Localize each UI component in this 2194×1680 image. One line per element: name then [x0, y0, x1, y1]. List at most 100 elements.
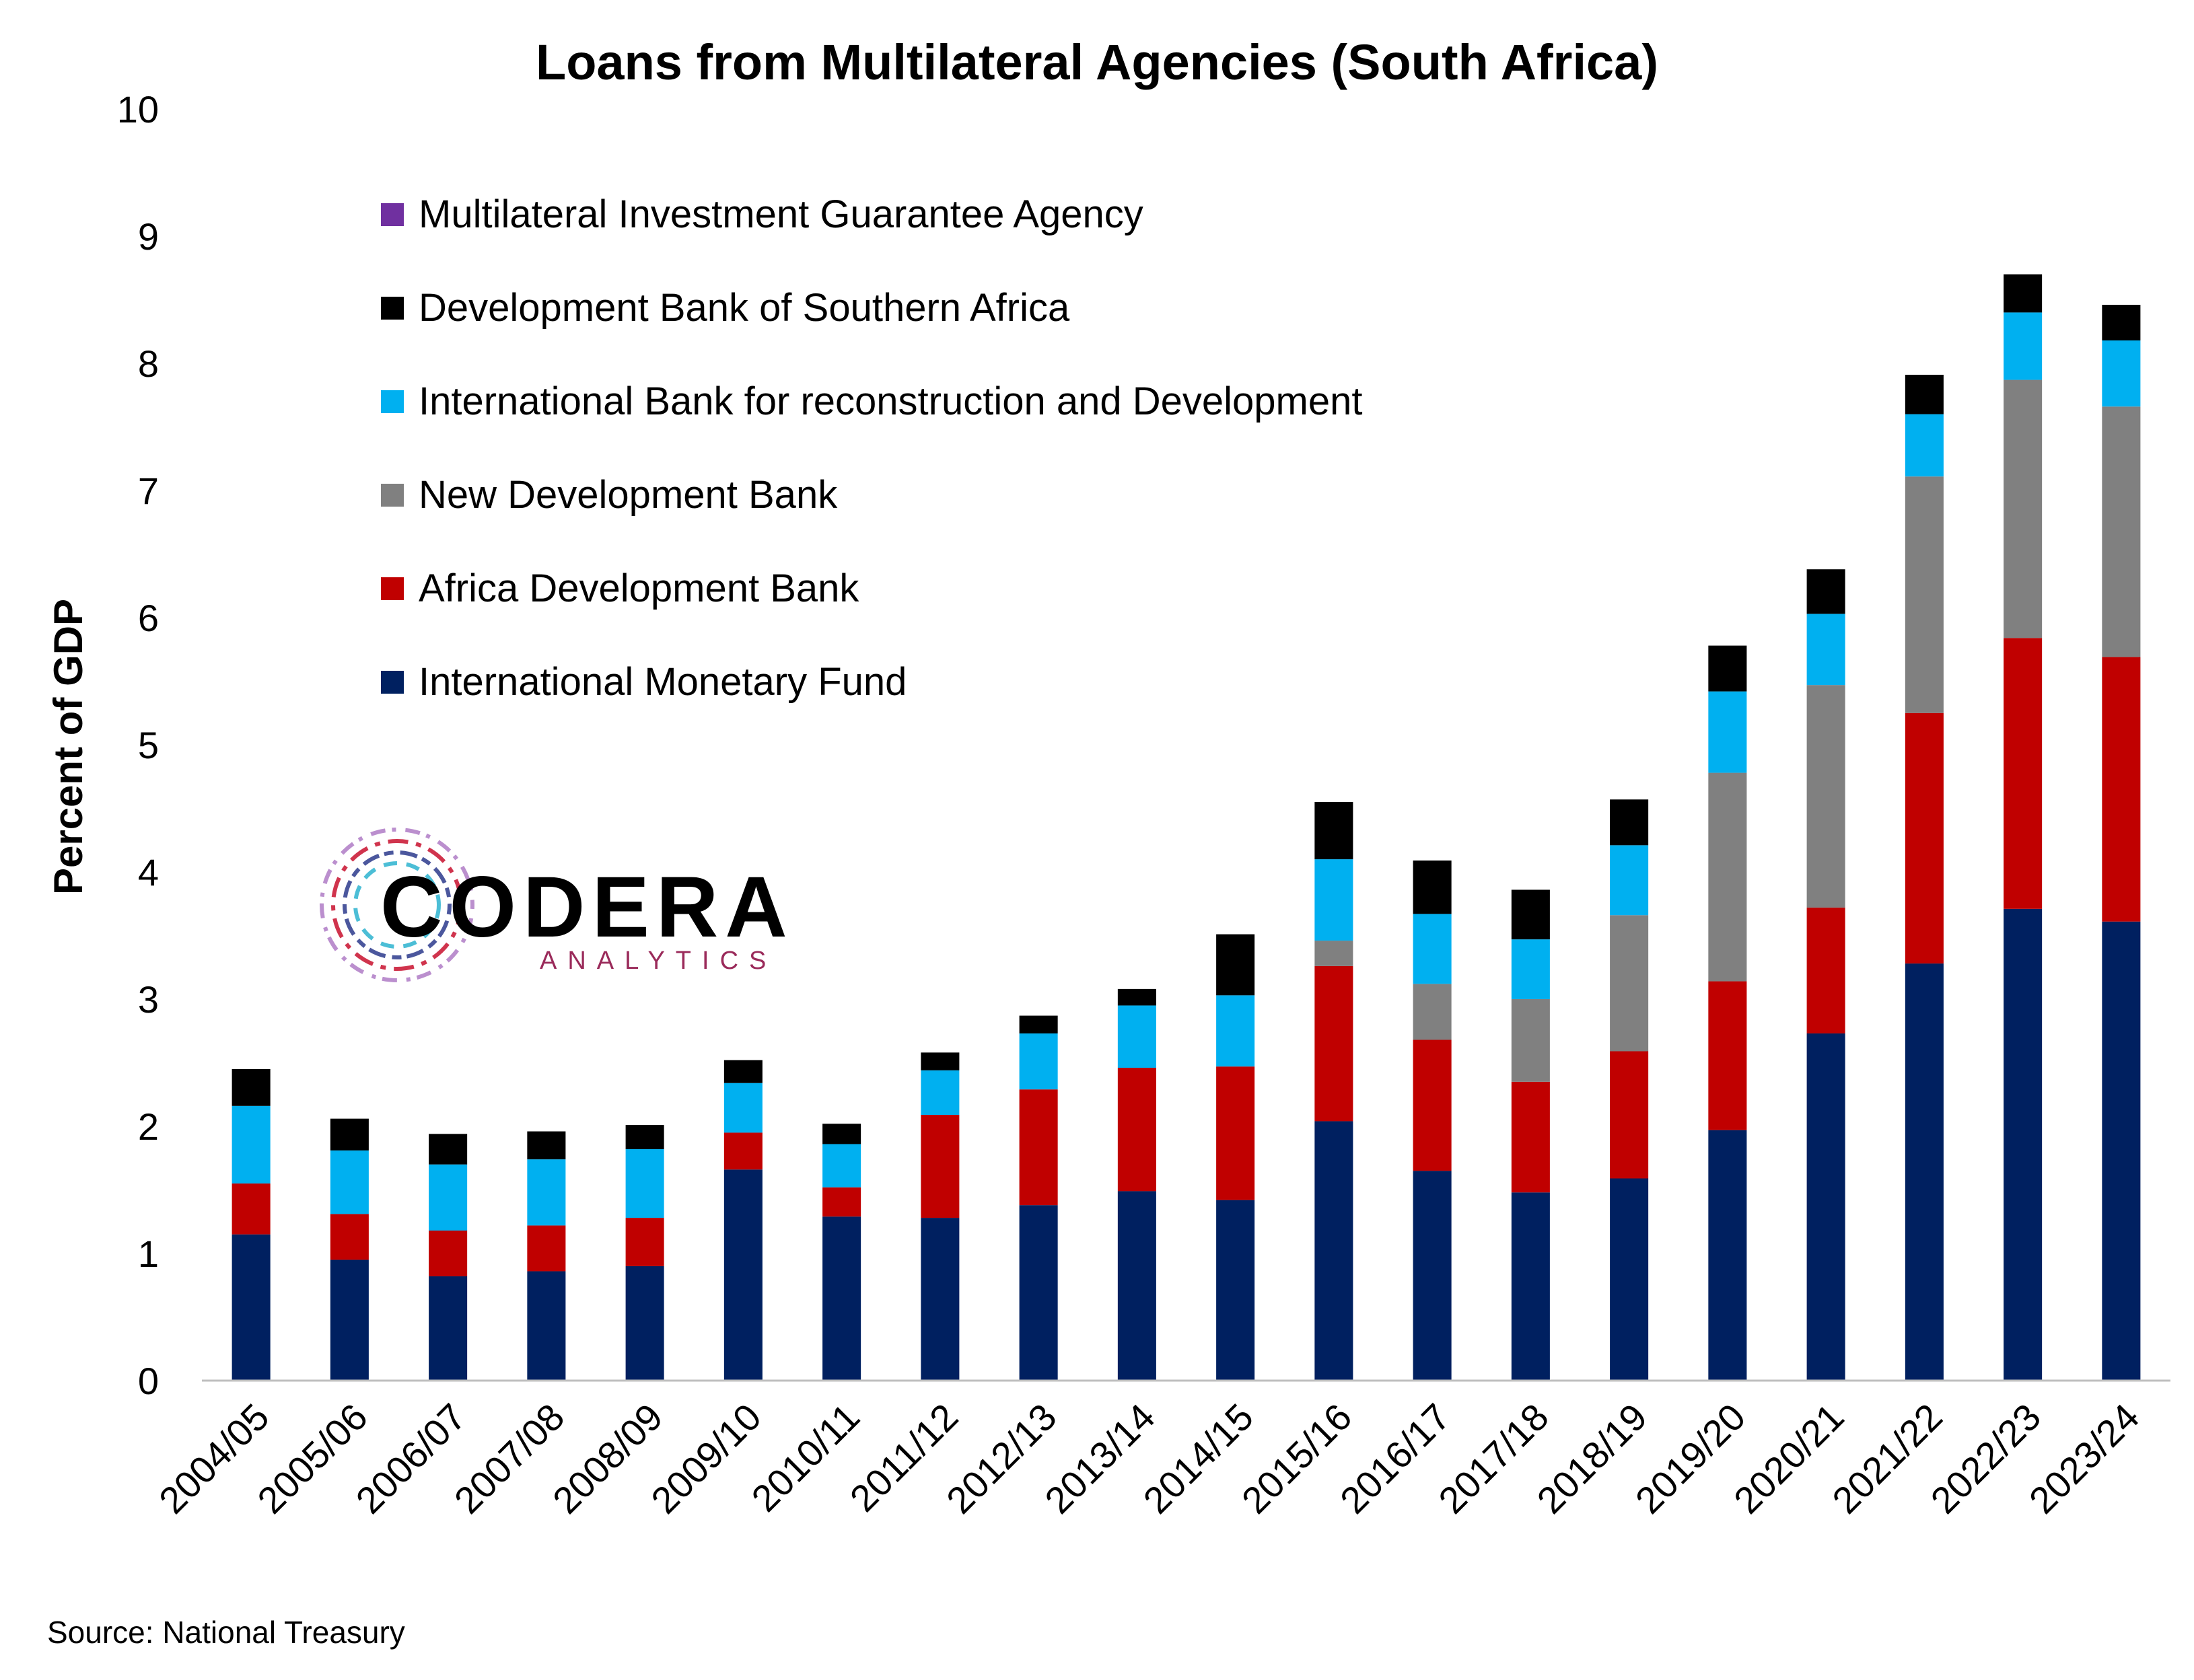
bar-segment-international-bank-for-reconstruction-and-development: [1019, 1033, 1058, 1090]
y-tick-label: 1: [138, 1233, 159, 1275]
bar-segment-africa-development-bank: [1019, 1089, 1058, 1206]
bar-segment-development-bank-of-southern-africa: [2004, 274, 2043, 313]
y-axis: 0 1 2 3 4 5 6 7 8 9 10: [117, 88, 159, 1402]
bar-segment-international-monetary-fund: [1511, 1192, 1550, 1381]
x-tick-label: 2014/15: [1135, 1395, 1261, 1522]
bar-segment-international-bank-for-reconstruction-and-development: [822, 1144, 861, 1188]
bar-segment-development-bank-of-southern-africa: [1708, 645, 1747, 692]
y-tick-label: 6: [138, 597, 159, 639]
bar-segment-development-bank-of-southern-africa: [625, 1125, 664, 1150]
x-tick-label: 2010/11: [743, 1395, 868, 1520]
y-tick-label: 0: [138, 1360, 159, 1402]
bar-segment-international-monetary-fund: [2004, 908, 2043, 1381]
bar-segment-international-bank-for-reconstruction-and-development: [1314, 859, 1353, 941]
bar-segment-international-bank-for-reconstruction-and-development: [1905, 414, 1944, 477]
x-tick-label: 2019/20: [1627, 1395, 1754, 1522]
bar-segment-new-development-bank: [2102, 406, 2141, 657]
bar-segment-africa-development-bank: [1117, 1068, 1156, 1192]
x-tick-label: 2007/08: [446, 1395, 573, 1522]
bar-segment-international-monetary-fund: [1905, 963, 1944, 1381]
legend: Multilateral Investment Guarantee Agency…: [381, 192, 1362, 704]
x-tick-label: 2008/09: [544, 1395, 671, 1522]
bar-segment-international-bank-for-reconstruction-and-development: [1117, 1005, 1156, 1068]
x-tick-label: 2017/18: [1430, 1395, 1557, 1522]
bar-segment-africa-development-bank: [1511, 1081, 1550, 1193]
bar-segment-africa-development-bank: [232, 1183, 271, 1235]
bar-segment-development-bank-of-southern-africa: [1511, 889, 1550, 940]
bar-segment-international-bank-for-reconstruction-and-development: [330, 1150, 369, 1214]
legend-label: International Bank for reconstruction an…: [419, 379, 1362, 423]
y-tick-label: 5: [138, 724, 159, 766]
bar-segment-new-development-bank: [1905, 476, 1944, 713]
bar-segment-development-bank-of-southern-africa: [822, 1124, 861, 1144]
bar-segment-international-bank-for-reconstruction-and-development: [1806, 614, 1845, 686]
y-tick-label: 10: [117, 88, 159, 131]
bar-segment-international-monetary-fund: [1314, 1121, 1353, 1381]
bar-segment-africa-development-bank: [822, 1187, 861, 1217]
x-tick-label: 2006/07: [347, 1395, 474, 1522]
bar-segment-international-monetary-fund: [1216, 1200, 1255, 1381]
bar-segment-development-bank-of-southern-africa: [1806, 569, 1845, 614]
legend-swatch: [381, 203, 404, 226]
y-tick-label: 4: [138, 851, 159, 893]
bar-segment-new-development-bank: [2004, 379, 2043, 638]
bar-segment-new-development-bank: [1413, 984, 1452, 1040]
bar-segment-development-bank-of-southern-africa: [1314, 802, 1353, 860]
bar-segment-international-monetary-fund: [527, 1271, 566, 1381]
legend-swatch: [381, 484, 404, 507]
bar-segment-development-bank-of-southern-africa: [921, 1052, 960, 1070]
bar-segment-international-bank-for-reconstruction-and-development: [1511, 939, 1550, 999]
y-tick-label: 2: [138, 1105, 159, 1148]
legend-label: Multilateral Investment Guarantee Agency: [419, 192, 1143, 236]
x-tick-label: 2022/23: [1922, 1395, 2049, 1522]
legend-label: International Monetary Fund: [419, 660, 907, 704]
bar-segment-africa-development-bank: [723, 1132, 763, 1170]
bar-segment-development-bank-of-southern-africa: [1019, 1015, 1058, 1034]
y-tick-label: 7: [138, 470, 159, 512]
bar-segment-development-bank-of-southern-africa: [1117, 988, 1156, 1006]
x-tick-label: 2004/05: [151, 1395, 277, 1522]
y-tick-label: 3: [138, 978, 159, 1021]
bar-segment-africa-development-bank: [330, 1214, 369, 1260]
x-tick-label: 2020/21: [1726, 1395, 1852, 1522]
bar-segment-development-bank-of-southern-africa: [429, 1134, 468, 1165]
x-tick-label: 2018/19: [1528, 1395, 1655, 1522]
bar-segment-international-bank-for-reconstruction-and-development: [232, 1105, 271, 1184]
x-tick-label: 2015/16: [1234, 1395, 1360, 1522]
bar-segment-international-bank-for-reconstruction-and-development: [921, 1070, 960, 1115]
bar-segment-development-bank-of-southern-africa: [2102, 305, 2141, 340]
x-tick-label: 2005/06: [249, 1395, 376, 1522]
bar-segment-international-monetary-fund: [429, 1276, 468, 1381]
bar-segment-international-bank-for-reconstruction-and-development: [1610, 845, 1649, 916]
x-tick-label: 2013/14: [1036, 1395, 1163, 1522]
bar-segment-international-bank-for-reconstruction-and-development: [1413, 914, 1452, 984]
bar-segment-africa-development-bank: [1905, 713, 1944, 964]
bar-segment-international-monetary-fund: [1019, 1205, 1058, 1381]
y-tick-label: 8: [138, 342, 159, 385]
y-tick-label: 9: [138, 215, 159, 258]
bar-segment-africa-development-bank: [1806, 907, 1845, 1034]
bar-segment-international-bank-for-reconstruction-and-development: [625, 1149, 664, 1218]
bars: [232, 274, 2141, 1381]
bar-segment-development-bank-of-southern-africa: [330, 1118, 369, 1151]
bar-segment-new-development-bank: [1511, 999, 1550, 1082]
bar-segment-international-bank-for-reconstruction-and-development: [723, 1083, 763, 1133]
bar-segment-new-development-bank: [1610, 915, 1649, 1052]
bar-segment-international-monetary-fund: [625, 1266, 664, 1381]
bar-segment-international-bank-for-reconstruction-and-development: [1708, 691, 1747, 773]
x-tick-label: 2023/24: [2021, 1395, 2148, 1522]
bar-segment-new-development-bank: [1806, 685, 1845, 908]
bar-segment-international-monetary-fund: [1610, 1178, 1649, 1381]
bar-segment-development-bank-of-southern-africa: [527, 1131, 566, 1160]
bar-segment-international-monetary-fund: [1708, 1130, 1747, 1381]
bar-segment-africa-development-bank: [1314, 965, 1353, 1122]
bar-segment-international-bank-for-reconstruction-and-development: [429, 1164, 468, 1231]
bar-segment-international-monetary-fund: [723, 1169, 763, 1381]
bar-segment-international-monetary-fund: [330, 1259, 369, 1381]
bar-segment-international-bank-for-reconstruction-and-development: [527, 1159, 566, 1226]
bar-segment-international-monetary-fund: [1806, 1033, 1845, 1381]
bar-segment-africa-development-bank: [429, 1230, 468, 1277]
x-tick-label: 2012/13: [938, 1395, 1065, 1522]
bar-segment-africa-development-bank: [2004, 638, 2043, 909]
bar-segment-development-bank-of-southern-africa: [1610, 799, 1649, 846]
